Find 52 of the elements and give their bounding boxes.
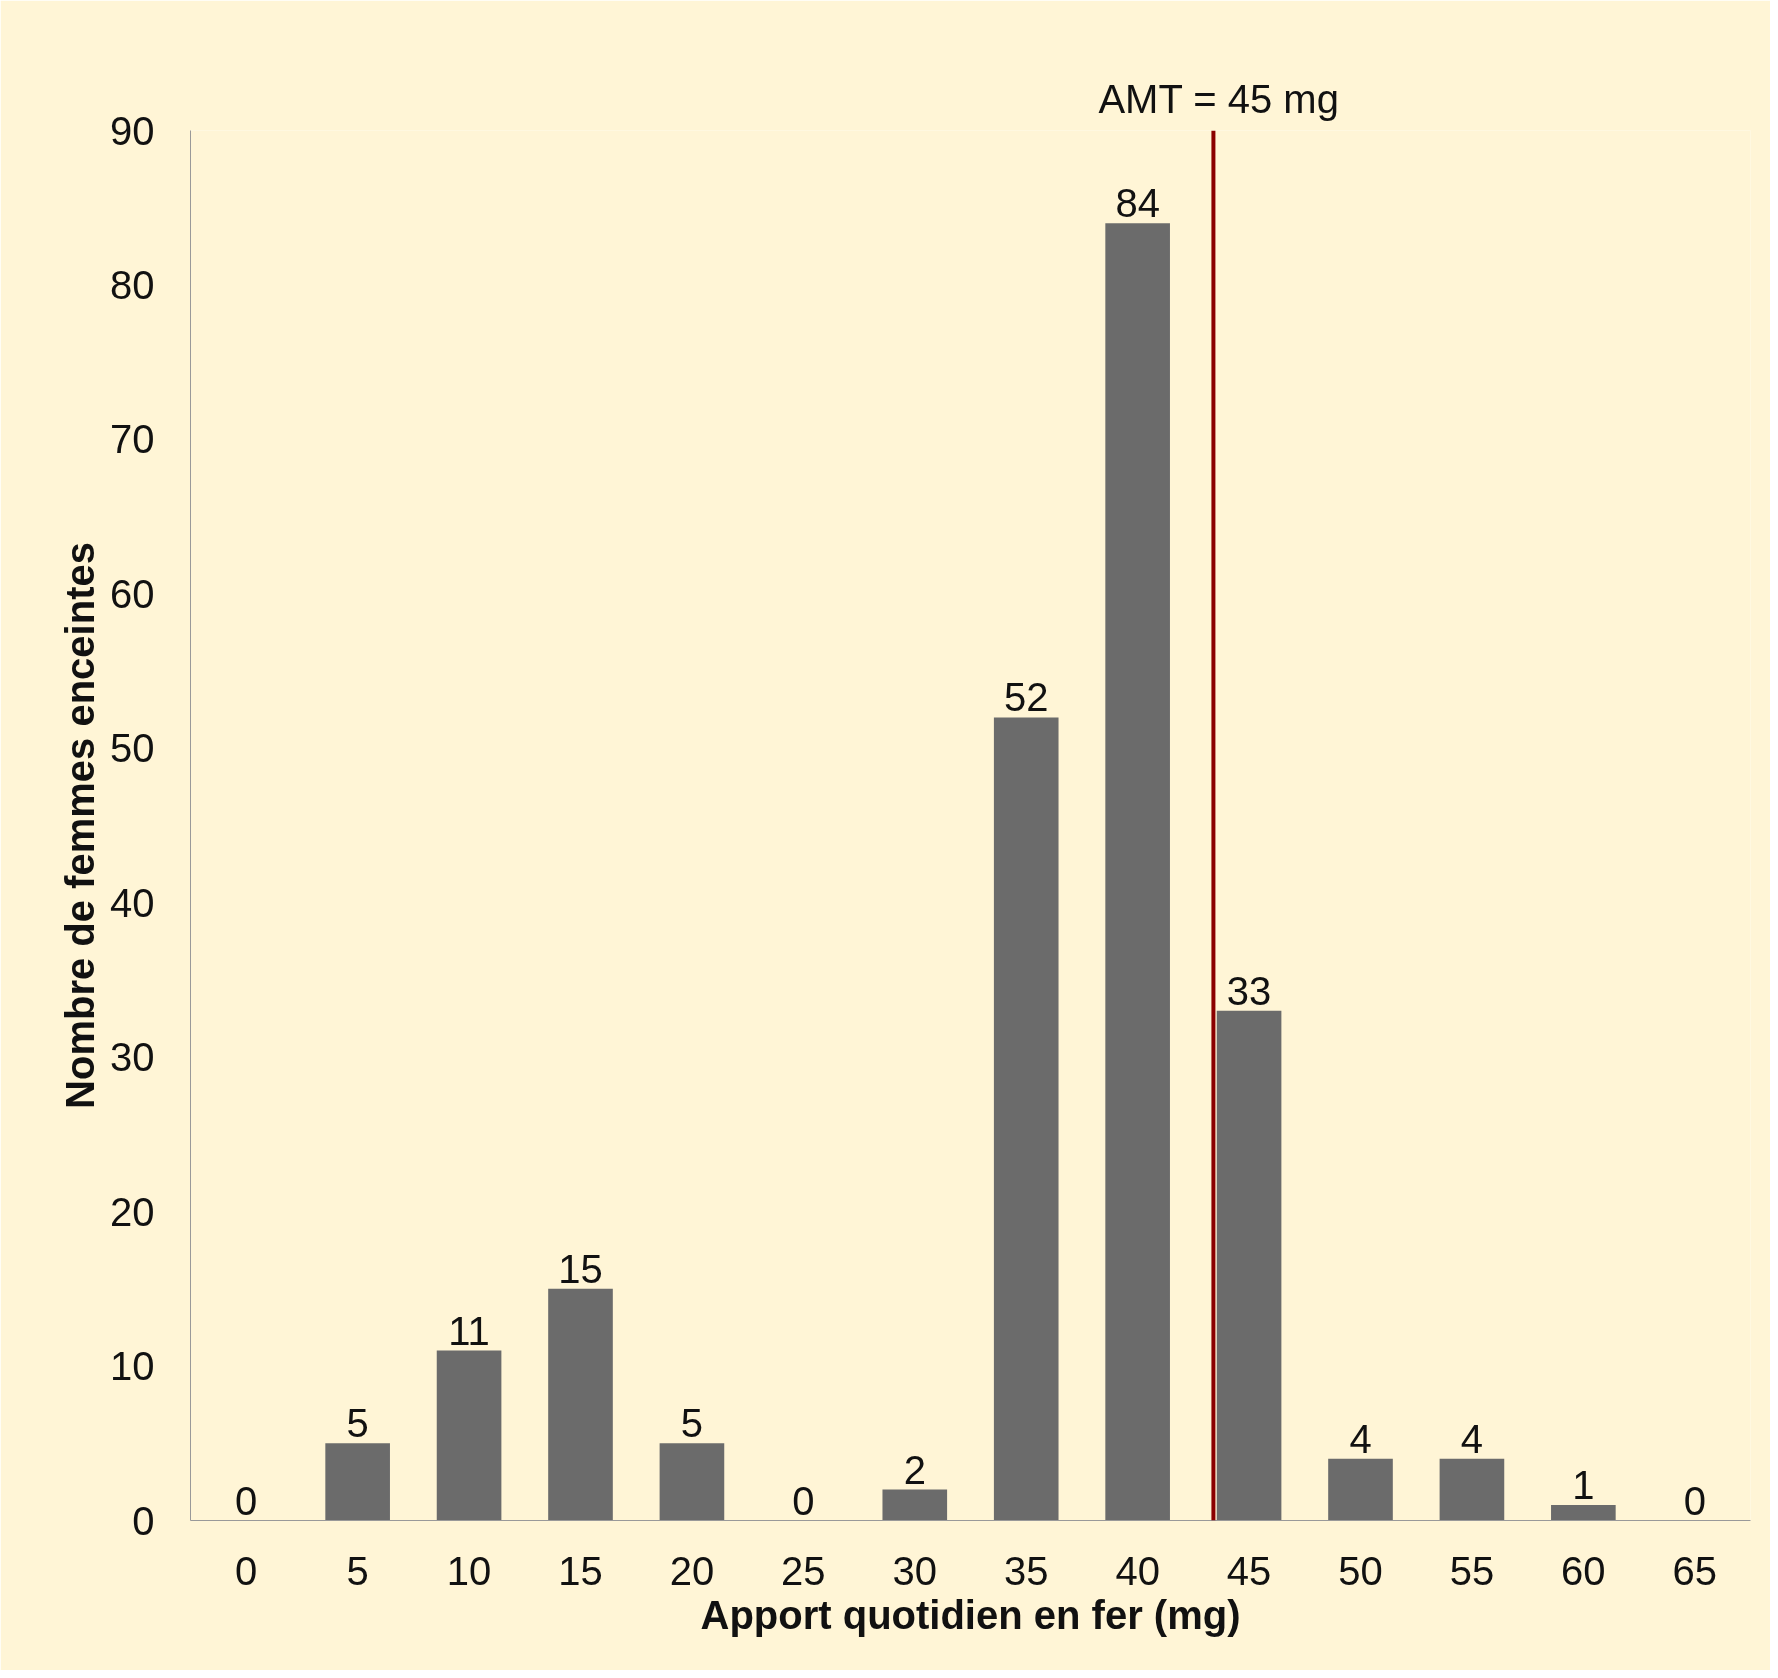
y-tick-label: 60 <box>110 571 155 616</box>
data-label: 2 <box>903 1447 926 1492</box>
bar <box>1216 1010 1282 1521</box>
x-axis-title: Apport quotidien en fer (mg) <box>700 1592 1241 1637</box>
data-label: 0 <box>235 1478 258 1523</box>
x-tick-label: 65 <box>1672 1548 1718 1593</box>
x-tick-label: 55 <box>1449 1548 1495 1593</box>
x-tick-label: 50 <box>1338 1548 1383 1593</box>
y-tick-label: 10 <box>110 1344 155 1389</box>
data-label: 5 <box>346 1401 369 1446</box>
bar <box>993 717 1059 1521</box>
bar <box>882 1489 948 1521</box>
y-tick-label: 70 <box>110 417 155 462</box>
data-label: 5 <box>680 1401 704 1446</box>
y-tick-label: 90 <box>110 108 155 153</box>
bar <box>548 1288 613 1521</box>
x-tick-label: 45 <box>1226 1548 1272 1593</box>
y-tick-label: 80 <box>110 262 155 307</box>
data-label: 1 <box>1572 1463 1595 1508</box>
data-label: 4 <box>1460 1416 1484 1461</box>
bar <box>1328 1458 1393 1521</box>
bar <box>1105 223 1170 1521</box>
x-tick-label: 5 <box>346 1548 369 1593</box>
x-tick-label: 0 <box>235 1548 258 1593</box>
data-label: 4 <box>1349 1416 1372 1461</box>
y-tick-label: 30 <box>110 1035 155 1080</box>
x-tick-label: 40 <box>1115 1548 1160 1593</box>
data-label: 0 <box>792 1478 815 1523</box>
bar <box>325 1443 390 1521</box>
y-tick-label: 0 <box>132 1498 155 1543</box>
x-tick-label: 30 <box>892 1548 938 1593</box>
y-tick-label: 40 <box>110 880 155 925</box>
y-tick-label: 20 <box>110 1189 155 1234</box>
x-tick-label: 35 <box>1003 1548 1049 1593</box>
bar <box>659 1443 725 1521</box>
data-label: 15 <box>558 1246 603 1291</box>
ref-line-label: AMT = 45 mg <box>1098 76 1339 121</box>
y-tick-label: 50 <box>110 726 155 771</box>
data-label: 84 <box>1115 181 1160 226</box>
data-label: 52 <box>1003 675 1049 720</box>
x-tick-label: 20 <box>669 1548 715 1593</box>
x-tick-label: 15 <box>558 1548 603 1593</box>
y-axis-title: Nombre de femmes enceintes <box>58 542 103 1109</box>
x-tick-label: 60 <box>1561 1548 1606 1593</box>
data-label: 11 <box>448 1308 490 1353</box>
bar <box>436 1350 502 1521</box>
bar <box>1439 1458 1505 1521</box>
bar <box>1551 1505 1616 1521</box>
data-label: 33 <box>1226 968 1272 1013</box>
data-label: 0 <box>1683 1478 1706 1523</box>
x-tick-label: 10 <box>446 1548 492 1593</box>
x-tick-label: 25 <box>781 1548 826 1593</box>
